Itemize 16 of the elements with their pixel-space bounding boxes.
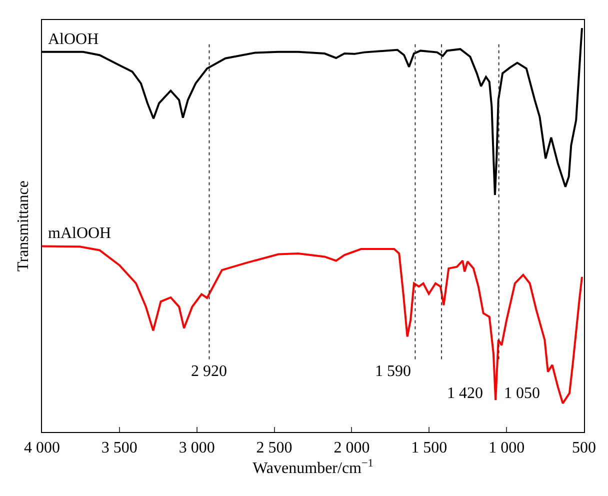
x-axis-title: Wavenumber/cm$^{−1}$ [252,457,374,477]
ref-line-label: 1 590 [375,363,411,380]
y-axis-title: Transmittance [14,180,32,272]
x-tick-label: 4 000 [24,439,60,456]
x-tick-label: 3 000 [178,439,215,456]
x-tick-label: 500 [572,439,596,456]
x-tick-label: 1 000 [488,439,525,456]
x-tick-label: 2 000 [334,439,370,456]
x-tick-label: 3 500 [101,439,138,456]
ref-line-label: 1 050 [504,385,540,402]
series-label: AlOOH [48,31,100,48]
ref-line-label: 1 420 [447,385,483,402]
x-tick-label: 1 500 [411,439,448,456]
x-tick-label: 2 500 [256,439,292,456]
series-label: mAlOOH [48,225,112,242]
ref-line-label: 2 920 [191,363,227,380]
